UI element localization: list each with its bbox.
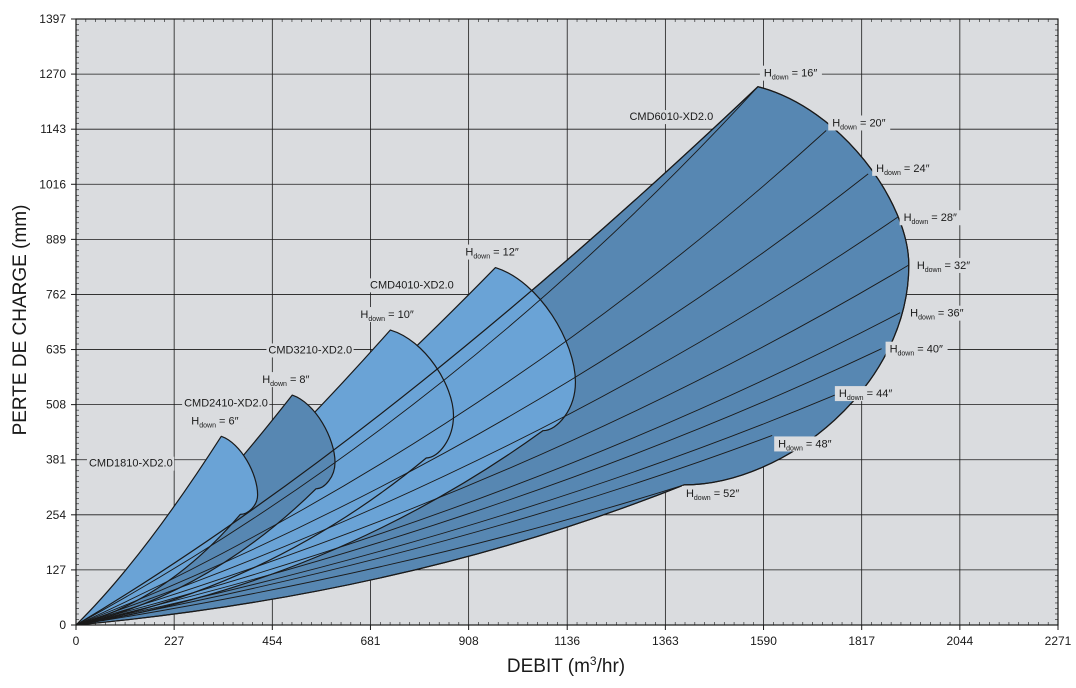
model-label-bg [266, 343, 354, 358]
x-tick-label: 0 [73, 634, 80, 648]
performance-regions [75, 86, 910, 626]
hdown-line [75, 484, 685, 626]
x-tick-label: 1817 [848, 634, 875, 648]
hdown-label-bg [906, 305, 969, 321]
y-axis-title: PERTE DE CHARGE (mm) [10, 205, 31, 436]
x-tick-label: 227 [164, 634, 184, 648]
x-tick-label: 908 [459, 634, 479, 648]
x-tick-label: 1136 [554, 634, 580, 648]
hdown-line [75, 173, 869, 626]
hdown-label-bg [774, 436, 837, 452]
y-tick-label: 1397 [39, 12, 66, 26]
hdown-line [75, 394, 836, 626]
hdown-label-bg [899, 210, 962, 226]
hdown-label: Hdown = 52″ [686, 488, 739, 502]
x-tick-label: 454 [262, 634, 282, 648]
model-label: CMD1810-XD2.0 [89, 458, 173, 470]
hdown-label: Hdown = 24″ [876, 163, 929, 177]
hdown-label: Hdown = 16″ [764, 68, 817, 82]
hdown-line [75, 86, 759, 626]
model-label: CMD2410-XD2.0 [184, 397, 268, 409]
y-tick-label: 381 [46, 453, 66, 467]
y-tick-label: 127 [46, 563, 66, 577]
hdown-label: Hdown = 12″ [465, 247, 518, 261]
y-tick-label: 1143 [40, 122, 66, 136]
model-label: CMD4010-XD2.0 [370, 279, 454, 291]
model-label-bg [182, 396, 270, 411]
hdown-label-bg [912, 257, 975, 273]
x-tick-label: 681 [360, 634, 380, 648]
hdown-label-bg [187, 413, 250, 429]
model-label: CMD3210-XD2.0 [268, 344, 352, 356]
hdown-line [75, 130, 827, 626]
hdown-label-bg [828, 115, 891, 131]
hdown-label-bg [759, 65, 822, 81]
hdown-label: Hdown = 40″ [890, 344, 943, 358]
hdown-label: Hdown = 48″ [778, 438, 831, 452]
hdown-lines [75, 86, 910, 626]
y-tick-label: 0 [59, 618, 66, 632]
y-tick-label: 762 [46, 287, 66, 301]
y-tick-label: 635 [46, 343, 66, 357]
hdown-label-bg [885, 341, 948, 357]
hdown-label: Hdown = 20″ [832, 117, 885, 131]
model-label-bg [627, 110, 715, 125]
y-tick-label: 508 [46, 398, 66, 412]
annotations: Hdown = 52″ Hdown = 48″ Hdown = 44″ Hdown =… [86, 65, 975, 502]
x-tick-label: 1363 [652, 634, 679, 648]
hdown-label: Hdown = 36″ [910, 308, 963, 322]
hdown-label: Hdown = 44″ [839, 388, 892, 402]
hdown-label-bg [872, 160, 935, 176]
y-tick-label: 1270 [39, 67, 66, 81]
hdown-label: Hdown = 28″ [904, 212, 957, 226]
x-tick-label: 1590 [750, 634, 777, 648]
hdown-line [75, 348, 882, 626]
axis-ticks: 0 227 454 681 908 1136 1363 1590 1817 2044 2271 0 12… [39, 12, 1071, 648]
y-tick-label: 1016 [39, 177, 66, 191]
y-tick-label: 889 [46, 232, 66, 246]
hdown-line [75, 264, 910, 626]
y-tick-label: 254 [46, 508, 66, 522]
region-outline [75, 86, 910, 626]
hdown-label-bg [356, 307, 419, 323]
hdown-label-bg [834, 386, 897, 402]
model-label: CMD6010-XD2.0 [629, 111, 713, 123]
hdown-label-bg [461, 244, 524, 260]
model-label-bg [86, 456, 175, 471]
x-axis-title: DEBIT (m3/hr) [507, 654, 625, 677]
hdown-label: Hdown = 32″ [917, 260, 970, 274]
x-tick-label: 2044 [946, 634, 973, 648]
region-cmd1810-xd2.0 [75, 435, 259, 626]
model-label-bg [368, 278, 456, 293]
hdown-label: Hdown = 6″ [191, 415, 238, 429]
hdown-line [75, 435, 773, 626]
hdown-label: Hdown = 8″ [262, 374, 309, 388]
hdown-label-bg [681, 485, 744, 501]
hdown-label-bg [258, 372, 321, 388]
hdown-label: Hdown = 10″ [360, 309, 413, 323]
hdown-line [75, 312, 901, 626]
hdown-line [75, 216, 898, 626]
x-tick-label: 2271 [1045, 634, 1072, 648]
